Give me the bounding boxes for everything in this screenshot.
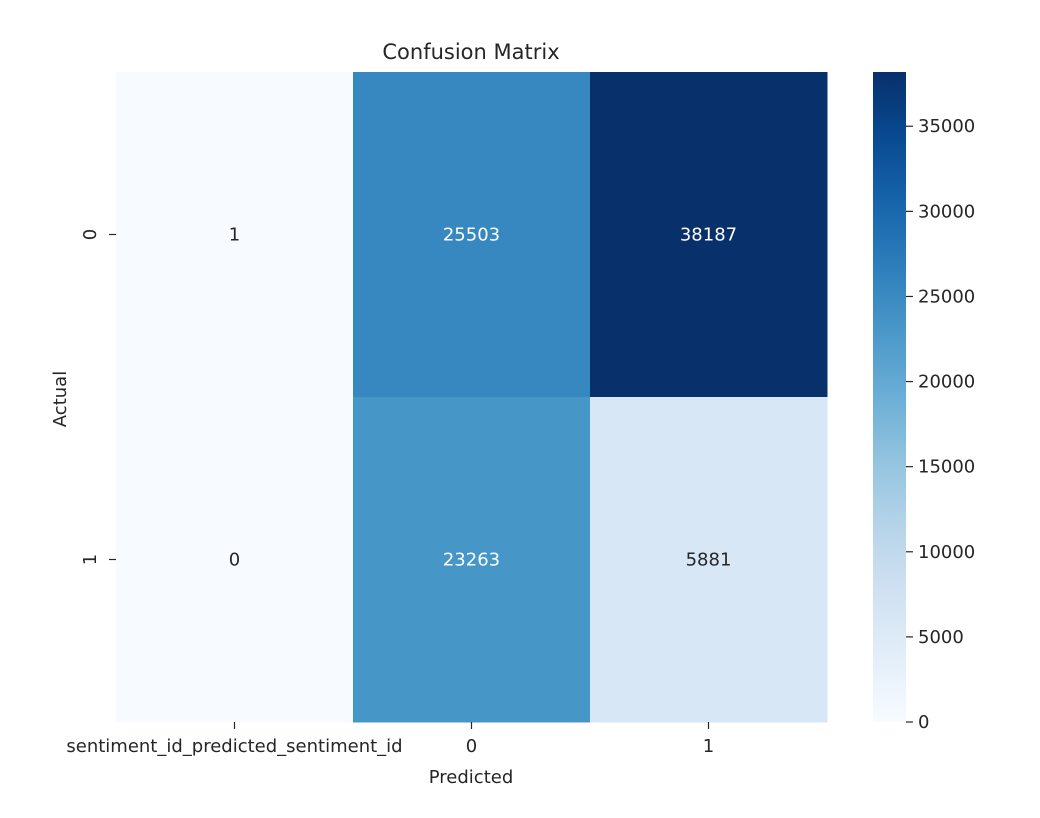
x-tick-label: 1 <box>703 736 714 757</box>
colorbar-gradient <box>873 72 906 722</box>
cell-value-label: 23263 <box>443 550 500 571</box>
heatmap-cell <box>353 72 591 398</box>
heatmap-cell <box>590 397 828 723</box>
colorbar-tick-label: 20000 <box>918 372 975 393</box>
y-tick-label: 0 <box>80 229 101 240</box>
heatmap-cells <box>116 72 828 723</box>
colorbar-tick-label: 0 <box>918 712 929 733</box>
cell-value-label: 1 <box>229 225 240 246</box>
chart-title: Confusion Matrix <box>382 40 559 64</box>
colorbar-tick-label: 35000 <box>918 116 975 137</box>
heatmap-annotations: 1 25503 38187 0 23263 5881 <box>229 225 737 571</box>
colorbar: 0 5000 10000 15000 20000 25000 30000 35000 <box>873 72 975 733</box>
x-tick-label: 0 <box>466 736 477 757</box>
x-tick-label: sentiment_id_predicted_sentiment_id <box>66 736 402 757</box>
cell-value-label: 5881 <box>686 550 732 571</box>
heatmap-cell <box>590 72 828 398</box>
colorbar-tick-label: 25000 <box>918 286 975 307</box>
colorbar-tick-label: 5000 <box>918 627 964 648</box>
x-axis: sentiment_id_predicted_sentiment_id 0 1 <box>66 722 714 757</box>
y-tick-label: 1 <box>80 554 101 565</box>
y-axis-label: Actual <box>50 371 71 427</box>
heatmap-cell <box>353 397 591 723</box>
x-axis-label: Predicted <box>429 767 514 788</box>
y-axis: 01 <box>80 229 116 565</box>
colorbar-tick-label: 10000 <box>918 542 975 563</box>
heatmap-cell <box>116 72 354 398</box>
colorbar-tick-label: 15000 <box>918 457 975 478</box>
cell-value-label: 38187 <box>680 225 737 246</box>
cell-value-label: 25503 <box>443 225 500 246</box>
heatmap-cell <box>116 397 354 723</box>
cell-value-label: 0 <box>229 550 240 571</box>
colorbar-tick-label: 30000 <box>918 201 975 222</box>
